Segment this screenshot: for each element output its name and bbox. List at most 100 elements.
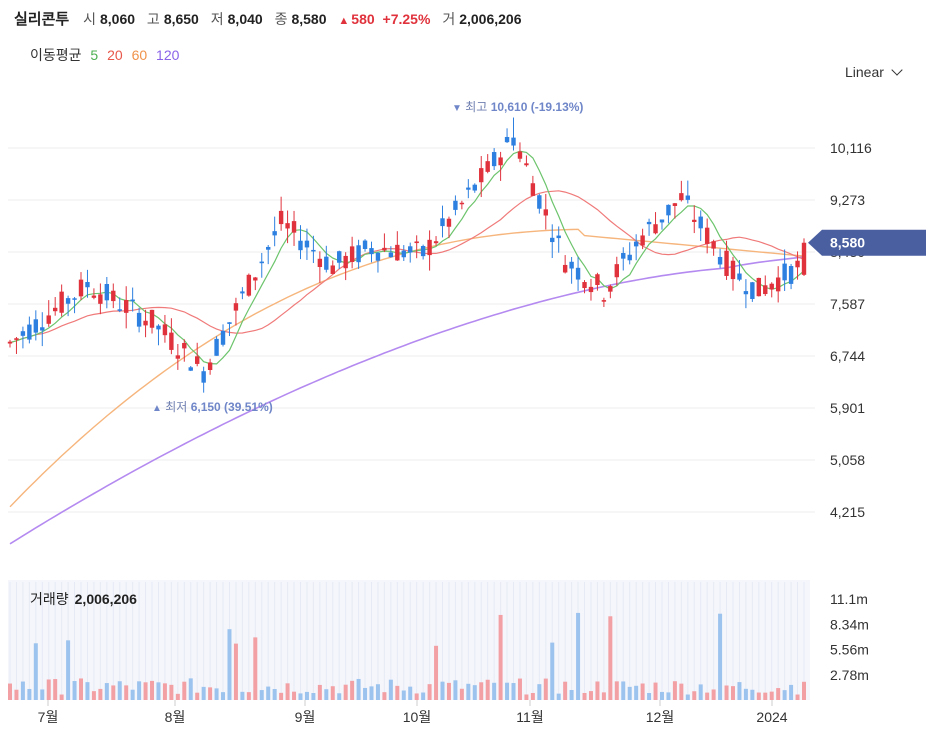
volume-bar — [304, 691, 309, 700]
volume-bar — [647, 692, 652, 700]
volume-bar — [743, 688, 748, 700]
candle-body — [453, 200, 458, 210]
candle-body — [182, 342, 187, 349]
candle-body — [504, 136, 510, 143]
volume-bar — [737, 682, 742, 700]
candle-body — [266, 246, 271, 250]
candle-body — [788, 266, 794, 284]
volume-bar — [627, 686, 632, 700]
volume-bar — [505, 682, 510, 700]
volume-bar — [459, 688, 464, 700]
volume-tick-label: 5.56m — [830, 642, 869, 658]
candle-body — [763, 285, 768, 295]
stock-header: 실리콘투 시 8,060 고 8,650 저 8,040 종 8,580 ▲ 580 +7… — [14, 8, 530, 28]
volume-bar — [59, 694, 64, 700]
candle-body — [123, 299, 129, 313]
candle-body — [375, 252, 381, 261]
volume-bar — [350, 680, 355, 700]
current-price-tag — [808, 229, 926, 256]
candle-body — [291, 221, 297, 233]
candle-body — [659, 219, 665, 223]
candle-body — [388, 252, 394, 258]
candle-body — [343, 255, 348, 269]
volume-bar — [653, 682, 658, 700]
volume-bar — [79, 678, 84, 700]
candle-body — [214, 338, 219, 356]
candle-body — [595, 274, 600, 285]
price-tick-label: 6,744 — [830, 348, 865, 364]
candle-body — [298, 240, 303, 251]
volume-bar — [130, 689, 135, 700]
volume-bar — [233, 643, 238, 700]
volume-bar — [259, 690, 264, 700]
volume-panel-bg — [8, 580, 810, 700]
candle-body — [259, 261, 264, 264]
volume-bar — [776, 688, 781, 700]
candle-body — [582, 282, 587, 289]
volume-title: 거래량 2,006,206 — [30, 591, 137, 607]
candle-body — [220, 330, 226, 345]
price-tick-label: 4,215 — [830, 504, 865, 520]
candle-body — [459, 202, 465, 205]
candle-body — [136, 312, 142, 327]
candle-body — [382, 247, 387, 251]
candle-body — [485, 161, 490, 172]
volume-tick-label: 8.34m — [830, 616, 869, 632]
x-tick-label: 11월 — [516, 709, 543, 725]
candle-body — [621, 252, 626, 259]
candle-body — [543, 209, 548, 216]
volume-bar — [640, 683, 645, 700]
candle-body — [446, 218, 452, 227]
high-annotation: ▼ 최고 10,610 (-19.13%) — [452, 100, 583, 114]
volume-bar — [569, 689, 574, 700]
candle-body — [440, 218, 445, 227]
scale-selector[interactable]: Linear — [845, 64, 903, 80]
ma60-legend: 60 — [131, 47, 148, 63]
volume-bar — [401, 690, 406, 700]
volume-bar — [227, 629, 232, 700]
candle-body — [130, 299, 135, 302]
open-label: 시 — [83, 11, 96, 27]
candle-body — [188, 367, 193, 371]
candle-body — [420, 246, 426, 257]
volume-bar — [324, 689, 329, 700]
candle-body — [111, 290, 116, 302]
change-percent: +7.25% — [382, 11, 431, 27]
volume-bar — [472, 685, 477, 700]
candle-body — [362, 240, 368, 249]
candle-body — [104, 284, 110, 301]
volume-bar — [298, 693, 303, 700]
candle-body — [20, 331, 26, 336]
volume-bar — [343, 684, 348, 700]
volume-bar — [563, 681, 568, 700]
volume-bar — [20, 681, 25, 700]
volume-bar — [614, 681, 619, 700]
volume-bar — [524, 694, 529, 700]
candle-body — [717, 256, 723, 265]
volume-bar — [672, 681, 677, 700]
volume-bar — [208, 687, 213, 700]
volume-bar — [369, 686, 374, 700]
volume-bar — [240, 691, 245, 700]
low-annotation: ▲ 최저 6,150 (39.51%) — [152, 400, 273, 414]
close-label: 종 — [274, 11, 288, 27]
volume-bar — [195, 692, 200, 700]
candle-body — [7, 341, 13, 344]
candle-body — [575, 267, 581, 280]
volume-bar — [162, 683, 167, 700]
candle-body — [491, 152, 497, 167]
candle-body — [52, 307, 58, 312]
volume-bar — [395, 685, 400, 700]
candle-body — [427, 239, 432, 256]
candle-body — [801, 242, 807, 275]
candle-body — [91, 295, 97, 298]
volume-bar — [375, 684, 380, 700]
volume-bar — [769, 691, 774, 700]
candle-body — [472, 184, 477, 191]
volume-bar — [634, 685, 639, 700]
change-arrow-icon: ▲ — [338, 15, 350, 27]
candle-body — [59, 291, 64, 313]
ma20-legend: 20 — [107, 47, 123, 63]
candle-body — [730, 260, 736, 280]
